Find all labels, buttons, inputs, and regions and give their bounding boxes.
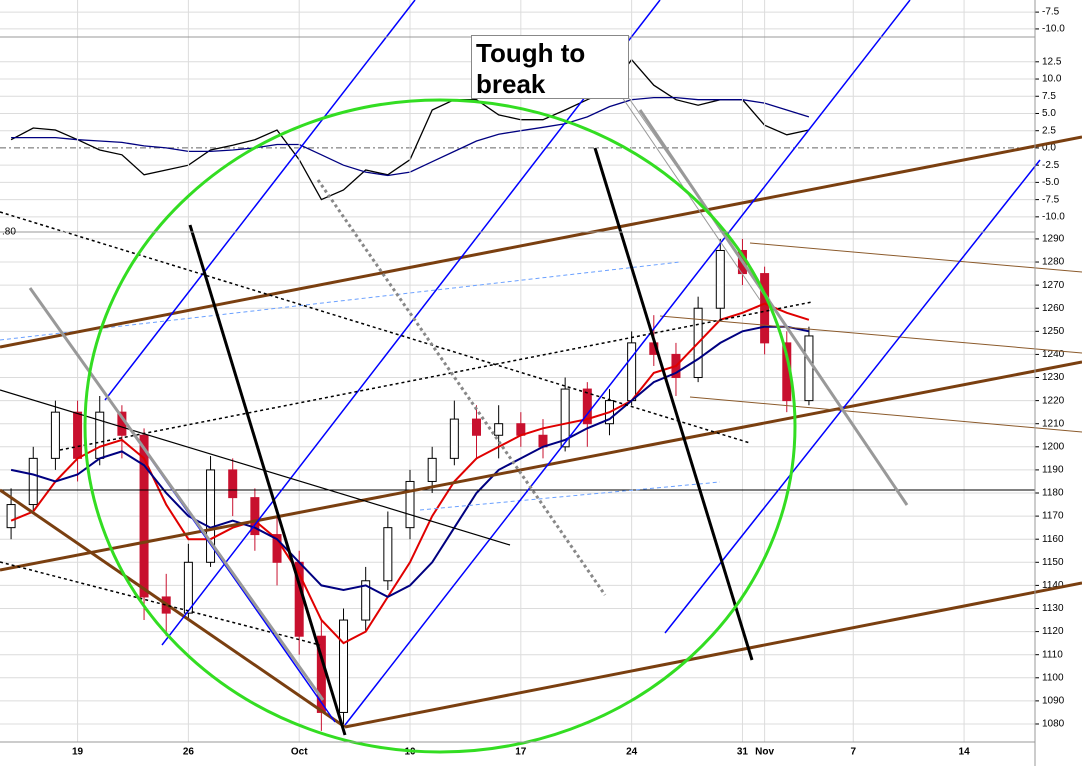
candle-body (228, 469, 238, 499)
thin-line (689, 396, 1082, 433)
series-line (10, 325, 810, 599)
candle-body (206, 469, 216, 563)
candle-body (250, 497, 260, 536)
y-tick-label: -7.5 (1042, 194, 1060, 205)
y-tick-label: 0.0 (1042, 143, 1056, 154)
candle-body (183, 561, 193, 614)
y-tick-label: 1250 (1042, 326, 1065, 337)
y-tick-label: 1290 (1042, 234, 1065, 245)
candle-body (715, 249, 725, 309)
gray-dotted-line (316, 179, 607, 596)
channel-line (344, 581, 1082, 729)
y-tick-label: 1180 (1042, 488, 1064, 499)
candle-body (427, 457, 437, 482)
data-layer: -7.5 -10.0 12.5 10.0 7.5 5.0 2.5 0.0 -2.5 -5.0 -7.… (0, 0, 1065, 758)
y-tick-label: 2.5 (1042, 125, 1056, 136)
y-tick-label: 10.0 (1042, 74, 1062, 85)
y-tick-label: 1230 (1042, 372, 1065, 383)
gray-line (638, 109, 909, 506)
x-tick-label: 31 (737, 747, 749, 758)
y-tick-label: 1100 (1042, 672, 1064, 683)
channel-line (0, 488, 346, 729)
gray-line (28, 287, 325, 701)
y-tick-label: 1190 (1042, 465, 1064, 476)
dotted-line (59, 301, 813, 451)
y-tick-label: 1220 (1042, 395, 1065, 406)
cut-label: .80 (2, 227, 16, 238)
x-tick-label: Oct (291, 747, 308, 758)
dotted-line (0, 561, 321, 646)
y-tick-label: -5.0 (1042, 177, 1060, 188)
pointer-line (627, 96, 771, 301)
y-tick-label: 1210 (1042, 418, 1065, 429)
y-tick-label: 1130 (1042, 603, 1064, 614)
annotation-text: Tough to break (471, 35, 629, 99)
x-tick-label: 19 (72, 747, 84, 758)
y-tick-label: 1140 (1042, 580, 1064, 591)
y-tick-label: -10.0 (1042, 211, 1065, 222)
candle-body (760, 273, 770, 344)
y-tick-label: 1160 (1042, 534, 1064, 545)
candle-body (383, 527, 393, 582)
y-tick-label: 1240 (1042, 349, 1065, 360)
channel-line (0, 135, 1082, 349)
candle-body (405, 480, 415, 529)
y-tick-label: 5.0 (1042, 108, 1056, 119)
candle-body (560, 388, 570, 448)
black-line (593, 147, 754, 661)
x-tick-label: Nov (755, 747, 774, 758)
y-tick-label: -10.0 (1042, 24, 1065, 35)
black-line (188, 224, 347, 736)
candle-body (28, 457, 38, 506)
candle-body (6, 504, 16, 529)
candle-body (339, 619, 349, 713)
thin-line (659, 315, 1082, 354)
y-tick-label: 1110 (1042, 649, 1063, 660)
y-tick-label: 7.5 (1042, 91, 1056, 102)
candle-body (582, 388, 592, 425)
y-tick-label: -7.5 (1042, 7, 1060, 18)
y-tick-label: 12.5 (1042, 56, 1062, 67)
annotation: Tough to break (471, 35, 629, 99)
candle-body (471, 418, 481, 436)
thin-line (749, 242, 1082, 273)
y-tick-label: 1170 (1042, 511, 1064, 522)
candle-body (494, 423, 504, 436)
dashed-line (419, 481, 721, 511)
candle-body (73, 411, 83, 459)
x-tick-label: 24 (626, 747, 638, 758)
blue-line (104, 0, 416, 401)
candle-body (361, 580, 371, 621)
candle-body (804, 335, 814, 402)
x-tick-label: 17 (515, 747, 527, 758)
candle-body (449, 418, 459, 459)
blue-line (161, 0, 661, 646)
series-line (10, 302, 810, 645)
y-tick-label: 1120 (1042, 626, 1064, 637)
y-tick-label: 1080 (1042, 719, 1065, 730)
candle-body (627, 342, 637, 402)
y-tick-label: 1260 (1042, 303, 1065, 314)
dotted-line (0, 211, 751, 444)
candle-body (139, 434, 149, 598)
y-tick-label: 1280 (1042, 257, 1065, 268)
x-tick-label: 14 (959, 747, 971, 758)
blue-line (664, 159, 1041, 634)
blue-line (344, 0, 911, 726)
y-tick-label: 1150 (1042, 557, 1064, 568)
x-tick-label: 7 (850, 747, 856, 758)
x-tick-label: 26 (183, 747, 195, 758)
pointer-line (621, 96, 761, 301)
dashed-line (0, 261, 681, 341)
candle-body (272, 534, 282, 563)
y-tick-label: -2.5 (1042, 160, 1060, 171)
channel-line (0, 360, 1082, 572)
candle-body (50, 411, 60, 459)
circle (83, 98, 797, 754)
y-tick-label: 1200 (1042, 441, 1065, 452)
y-tick-label: 1270 (1042, 280, 1065, 291)
y-tick-label: 1090 (1042, 696, 1065, 707)
